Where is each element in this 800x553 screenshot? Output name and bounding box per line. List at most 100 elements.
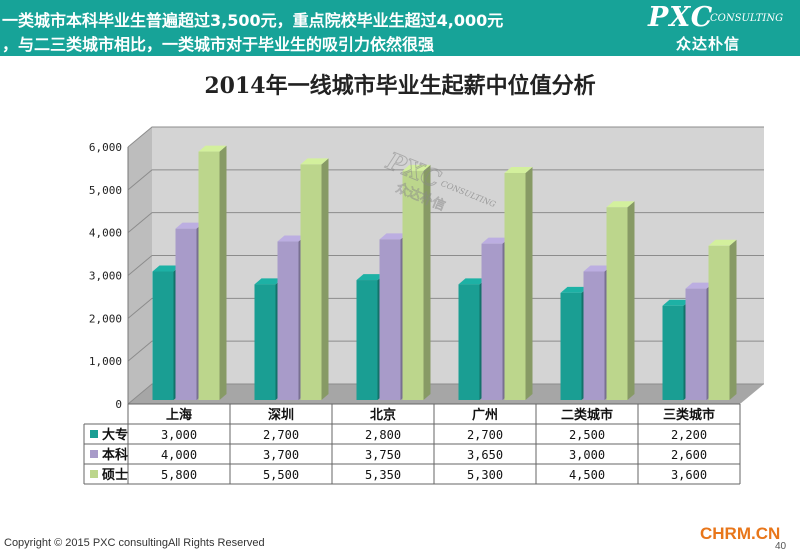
- bar-side: [219, 145, 227, 400]
- category-label: 北京: [370, 407, 396, 423]
- y-tick-label: 4,000: [89, 227, 122, 240]
- y-tick-label: 3,000: [89, 270, 122, 283]
- bar-front: [504, 172, 526, 400]
- table-value: 3,750: [365, 448, 401, 462]
- bar-front: [175, 228, 197, 400]
- category-label: 二类城市: [561, 407, 613, 423]
- table-value: 5,500: [263, 468, 299, 482]
- footer-copyright: Copyright © 2015 PXC consultingAll Right…: [4, 537, 265, 549]
- series-name: 硕士: [102, 467, 128, 483]
- header-text-line1: 一类城市本科毕业生普遍超过3,500元，重点院校毕业生超过4,000元: [2, 11, 504, 30]
- bar-side: [729, 239, 737, 400]
- bar-front: [152, 271, 174, 400]
- bar-top: [379, 233, 408, 240]
- bar-top: [504, 166, 533, 173]
- bar-top: [300, 158, 329, 165]
- table-value: 4,000: [161, 448, 197, 462]
- bar-front: [662, 305, 684, 400]
- table-value: 3,000: [569, 448, 605, 462]
- bar-top: [606, 201, 635, 208]
- header-text-line2: ，与二三类城市相比，一类城市对于毕业生的吸引力依然很强: [2, 35, 435, 54]
- legend-key: [90, 450, 98, 458]
- gridline: [127, 383, 764, 405]
- category-label: 深圳: [268, 407, 294, 423]
- table-value: 2,200: [671, 428, 707, 442]
- bar-side: [525, 166, 533, 400]
- table-value: 3,600: [671, 468, 707, 482]
- bar-top: [152, 265, 181, 272]
- bar-top: [254, 278, 283, 285]
- gridline: [127, 126, 764, 148]
- series-name: 本科: [102, 447, 128, 463]
- table-value: 2,700: [467, 428, 503, 442]
- series-name: 大专: [102, 427, 128, 443]
- gridline: [127, 169, 764, 191]
- bar-top: [458, 278, 487, 285]
- bar-硕士-广州: [504, 166, 533, 400]
- bar-side: [321, 158, 329, 400]
- gridline: [127, 340, 764, 362]
- gridline: [127, 297, 764, 319]
- bar-top: [560, 286, 589, 293]
- legend-key: [90, 470, 98, 478]
- table-value: 2,700: [263, 428, 299, 442]
- table-value: 3,650: [467, 448, 503, 462]
- bar-top: [356, 274, 385, 281]
- bar-front: [254, 284, 276, 400]
- bar-top: [685, 282, 714, 289]
- bar-top: [198, 145, 227, 152]
- gridline: [127, 212, 764, 234]
- category-label: 三类城市: [663, 407, 715, 423]
- bar-硕士-北京: [402, 164, 431, 400]
- bar-front: [277, 241, 299, 400]
- table-value: 2,500: [569, 428, 605, 442]
- bar-top: [175, 222, 204, 229]
- table-value: 4,500: [569, 468, 605, 482]
- table-value: 2,600: [671, 448, 707, 462]
- bar-硕士-二类城市: [606, 201, 635, 400]
- y-tick-label: 1,000: [89, 355, 122, 368]
- logo-pxc: PXC: [648, 2, 714, 33]
- logo-consulting: CONSULTING: [710, 13, 784, 24]
- bar-front: [685, 288, 707, 400]
- y-tick-label: 0: [115, 398, 122, 411]
- bar-front: [583, 271, 605, 400]
- y-tick-label: 5,000: [89, 184, 122, 197]
- bar-front: [458, 284, 480, 400]
- bar-side: [627, 201, 635, 400]
- gridline: [127, 255, 764, 276]
- bar-硕士-三类城市: [708, 239, 737, 400]
- bar-front: [356, 280, 378, 400]
- table-value: 3,700: [263, 448, 299, 462]
- table-value: 3,000: [161, 428, 197, 442]
- y-tick-label: 2,000: [89, 312, 122, 325]
- bar-硕士-上海: [198, 145, 227, 400]
- bar-top: [277, 235, 306, 242]
- logo-chinese: 众达朴信: [676, 35, 741, 53]
- bar-top: [481, 237, 510, 244]
- bar-front: [198, 151, 220, 400]
- bar-top: [402, 164, 431, 171]
- page-number: 40: [775, 541, 787, 552]
- bar-front: [300, 164, 322, 400]
- header-banner: 一类城市本科毕业生普遍超过3,500元，重点院校毕业生超过4,000元 ，与二三…: [0, 0, 800, 56]
- bar-front: [606, 207, 628, 400]
- category-label: 广州: [472, 407, 498, 423]
- y-tick-label: 6,000: [89, 141, 122, 154]
- table-value: 5,800: [161, 468, 197, 482]
- category-label: 上海: [166, 407, 192, 423]
- footer-site-logo: CHRM.CN: [700, 524, 781, 543]
- table-value: 5,300: [467, 468, 503, 482]
- table-value: 2,800: [365, 428, 401, 442]
- legend-key: [90, 430, 98, 438]
- bar-front: [560, 292, 582, 400]
- bar-side: [423, 164, 431, 400]
- bar-front: [708, 245, 730, 400]
- bar-top: [583, 265, 612, 272]
- bar-top: [662, 299, 691, 306]
- bar-front: [379, 239, 401, 400]
- table-value: 5,350: [365, 468, 401, 482]
- chart-title: 2014年一线城市毕业生起薪中位值分析: [204, 73, 596, 99]
